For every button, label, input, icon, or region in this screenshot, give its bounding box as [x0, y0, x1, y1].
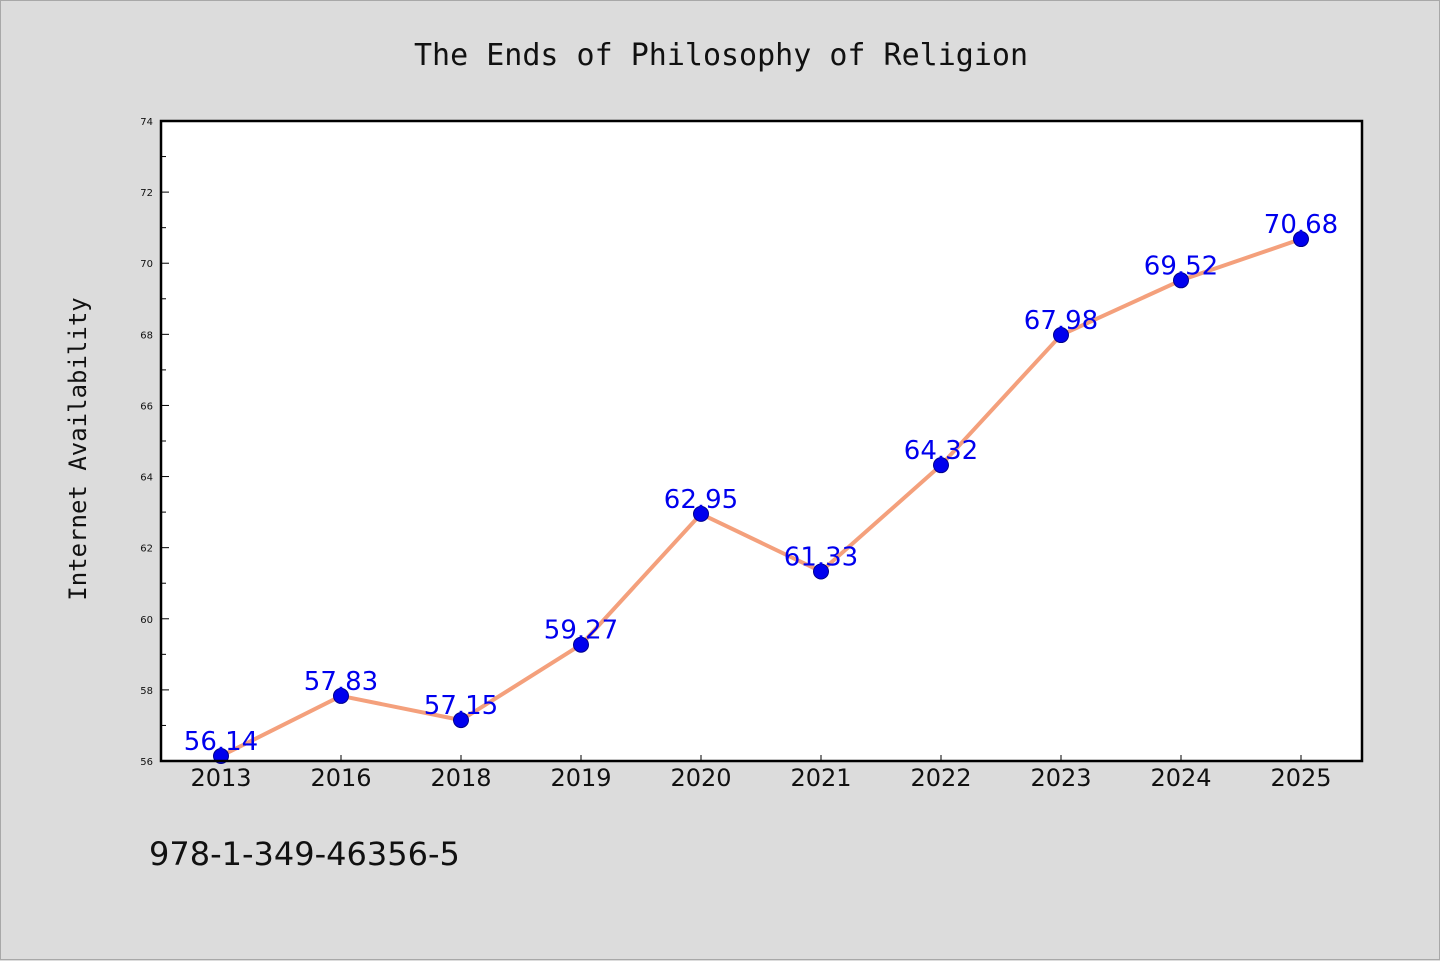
data-point [1053, 327, 1069, 344]
data-label: 64.32 [904, 436, 978, 466]
x-axis: 2013 2016 2018 2019 2020 2021 2022 2023 2024 2025 [190, 755, 1332, 792]
y-tick-label: 56 [140, 757, 153, 768]
x-tick-label: 2020 [670, 764, 731, 792]
y-axis: 56 58 60 62 64 66 68 70 72 74 [140, 117, 169, 768]
y-tick-label: 72 [140, 188, 153, 199]
plot-area [161, 121, 1362, 761]
y-tick-label: 70 [140, 259, 153, 270]
data-label: 57.15 [424, 691, 498, 721]
y-tick-label: 74 [140, 117, 153, 128]
data-label: 56.14 [184, 727, 258, 757]
data-point [933, 457, 949, 474]
chart-title: The Ends of Philosophy of Religion [414, 38, 1028, 73]
data-label: 62.95 [664, 485, 738, 515]
x-tick-label: 2016 [310, 764, 371, 792]
y-tick-label: 58 [140, 686, 153, 697]
y-tick-label: 66 [140, 401, 153, 412]
data-label: 57.83 [304, 667, 378, 697]
data-point [573, 636, 589, 653]
x-tick-label: 2023 [1030, 764, 1091, 792]
x-tick-label: 2025 [1270, 764, 1331, 792]
isbn-text: 978-1-349-46356-5 [149, 835, 460, 873]
series-line [213, 231, 1309, 765]
x-tick-label: 2022 [910, 764, 971, 792]
data-labels: 56.14 57.83 57.15 59.27 62.95 61.33 64.32 67.98… [184, 210, 1338, 757]
data-point [453, 712, 469, 729]
x-tick-label: 2013 [190, 764, 251, 792]
y-tick-label: 68 [140, 330, 153, 341]
y-tick-label: 62 [140, 544, 153, 555]
data-label: 67.98 [1024, 306, 1098, 336]
data-label: 69.52 [1144, 251, 1218, 281]
data-point [333, 687, 349, 704]
y-tick-label: 64 [140, 473, 153, 484]
x-tick-label: 2018 [430, 764, 491, 792]
data-point [1173, 272, 1189, 289]
data-label: 59.27 [544, 616, 618, 646]
series-polyline [219, 237, 1303, 759]
y-tick-label: 60 [140, 615, 153, 626]
data-point [1293, 231, 1309, 248]
data-label: 70.68 [1264, 210, 1338, 240]
x-tick-label: 2019 [550, 764, 611, 792]
data-point [813, 563, 829, 580]
data-label: 61.33 [784, 542, 858, 572]
x-tick-label: 2021 [790, 764, 851, 792]
y-axis-label: Internet Availability [64, 297, 92, 600]
plot-border [159, 119, 1364, 763]
x-tick-label: 2024 [1150, 764, 1211, 792]
data-point [693, 505, 709, 522]
